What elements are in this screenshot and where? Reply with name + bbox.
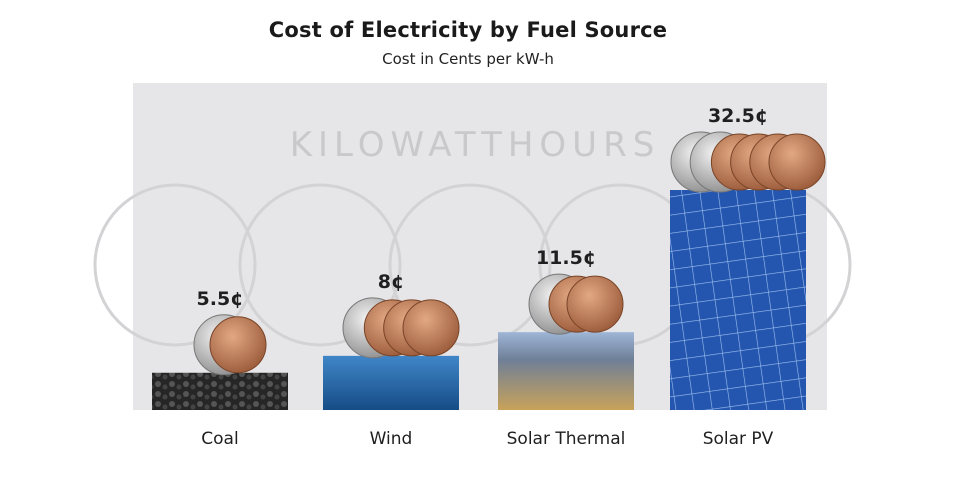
value-label-solar-thermal: 11.5¢ xyxy=(536,247,596,269)
penny-coin-icon xyxy=(209,316,267,374)
category-label-coal: Coal xyxy=(201,429,238,449)
category-label-solar-thermal: Solar Thermal xyxy=(507,429,626,449)
penny-coin-icon xyxy=(566,275,624,333)
penny-coin-icon xyxy=(768,133,826,191)
category-label-wind: Wind xyxy=(370,429,413,449)
background-watermark-text: KILOWATTHOURS xyxy=(290,125,661,165)
bar-wind xyxy=(323,355,459,410)
bar-solar-thermal xyxy=(498,332,634,410)
category-label-solar-pv: Solar PV xyxy=(703,429,774,449)
chart-subtitle: Cost in Cents per kW-h xyxy=(382,50,554,68)
chart-title: Cost of Electricity by Fuel Source xyxy=(268,18,668,42)
bar-solar-pv xyxy=(670,190,806,410)
value-label-wind: 8¢ xyxy=(378,271,404,293)
penny-coin-icon xyxy=(402,299,460,357)
bar-coal xyxy=(152,372,288,410)
value-label-coal: 5.5¢ xyxy=(197,288,244,310)
value-label-solar-pv: 32.5¢ xyxy=(708,105,768,127)
